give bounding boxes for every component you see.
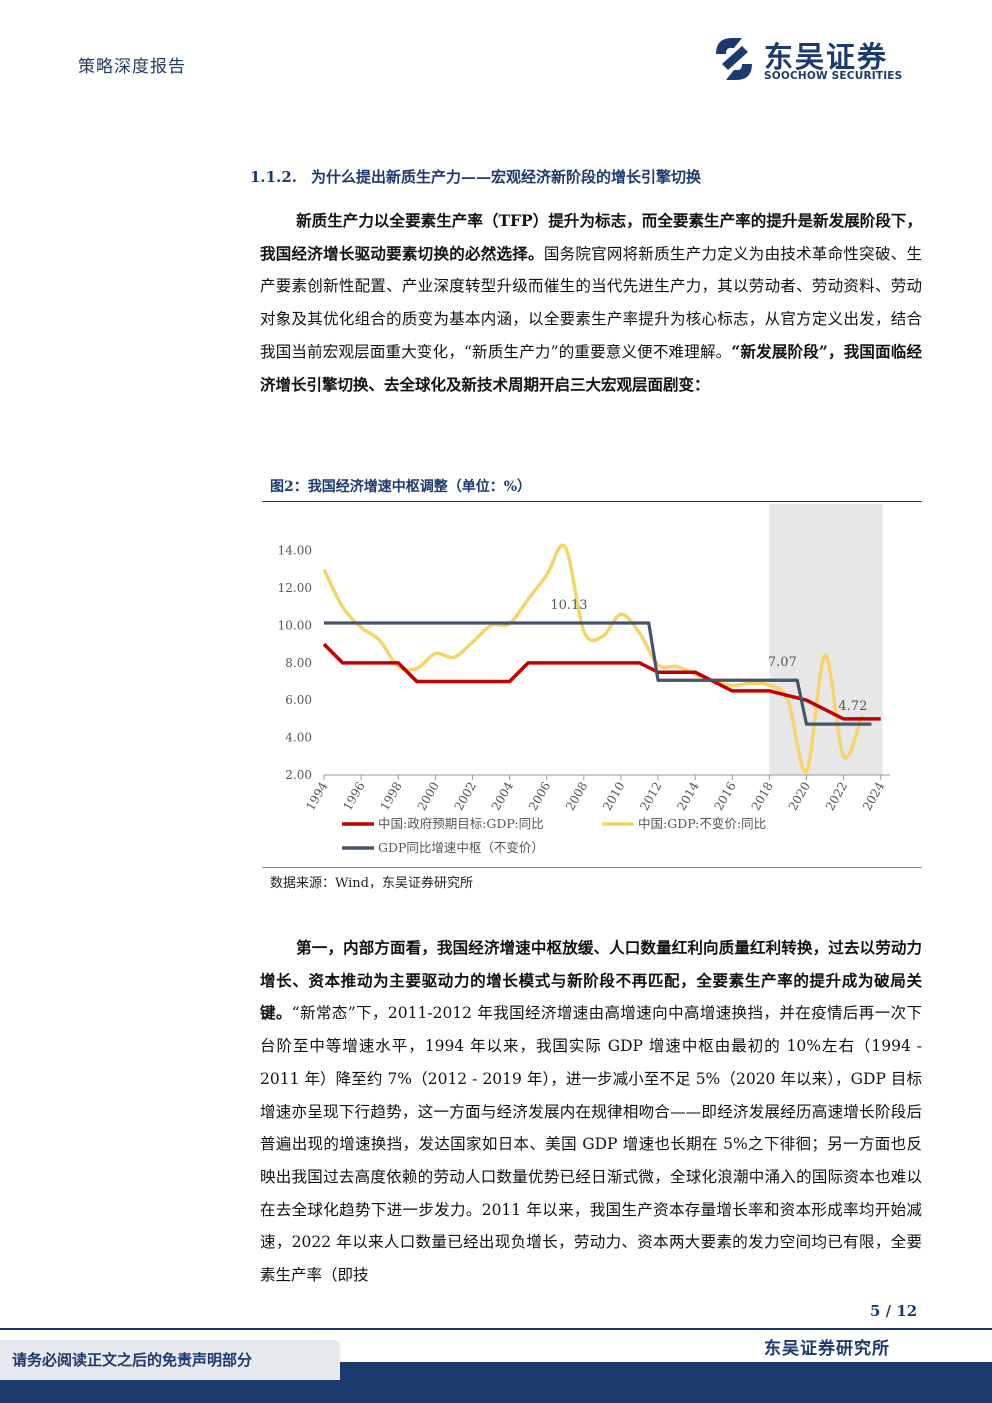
target-growth-line bbox=[322, 642, 881, 721]
x-tick-label: 2012 bbox=[637, 780, 664, 813]
legend-label: GDP同比增速中枢（不变价） bbox=[378, 840, 544, 855]
x-tick-label: 2006 bbox=[526, 780, 553, 813]
center-value-label: 4.72 bbox=[838, 699, 867, 714]
para2-body: “新常态”下，2011-2012 年我国经济增速由高增速向中高增速换挡，并在疫情… bbox=[260, 1004, 922, 1285]
x-axis: 1994 1996 1998 2000 2002 2004 2006 2008 2010 2012… bbox=[303, 775, 887, 813]
x-tick-label: 2002 bbox=[452, 780, 479, 813]
para1-bold-lead: 新质生产力以全要素生产率（TFP）提升为标志，而全要素生产率的提升是新发展阶段下… bbox=[260, 211, 922, 263]
figure-source: 数据来源：Wind，东吴证券研究所 bbox=[270, 876, 473, 891]
figure-top-rule bbox=[262, 501, 922, 502]
legend: 中国:政府预期目标:GDP:同比 中国:GDP:不变价:同比 GDP同比增速中枢（不… bbox=[342, 816, 766, 855]
legend-label: 中国:GDP:不变价:同比 bbox=[638, 816, 766, 831]
section-heading: 1.1.2. 为什么提出新质生产力——宏观经济新阶段的增长引擎切换 bbox=[250, 166, 701, 187]
footer-org: 东吴证券研究所 bbox=[764, 1339, 890, 1359]
x-tick-label: 1994 bbox=[303, 779, 331, 813]
footer-rule bbox=[0, 1328, 992, 1330]
y-tick-label: 8.00 bbox=[285, 656, 312, 670]
disclaimer-notice: 请务必阅读正文之后的免责声明部分 bbox=[0, 1340, 340, 1380]
report-type-label: 策略深度报告 bbox=[78, 57, 186, 77]
x-tick-label: 2014 bbox=[674, 779, 702, 813]
recent-period-shade bbox=[769, 504, 883, 775]
paragraph-1: 新质生产力以全要素生产率（TFP）提升为标志，而全要素生产率的提升是新发展阶段下… bbox=[260, 205, 922, 401]
x-tick-label: 2004 bbox=[489, 779, 517, 813]
y-tick-label: 14.00 bbox=[278, 544, 312, 558]
series-lines bbox=[322, 543, 881, 774]
figure-title: 图2：我国经济增速中枢调整（单位：%） bbox=[270, 479, 532, 495]
x-tick-label: 2022 bbox=[823, 780, 850, 813]
soochow-logo-icon bbox=[716, 38, 752, 80]
center-value-label: 10.13 bbox=[550, 598, 587, 613]
x-tick-label: 2018 bbox=[749, 780, 776, 813]
paragraph-2: 第一，内部方面看，我国经济增速中枢放缓、人口数量红利向质量红利转换，过去以劳动力… bbox=[260, 932, 922, 1292]
section-number: 1.1.2. bbox=[250, 168, 297, 186]
para1-bold-tail: “新发展阶段”，我国面临经济增长引擎切换、去全球化及新技术周期开启三大宏观层面剧… bbox=[260, 341, 922, 394]
growth-center-line bbox=[324, 621, 872, 726]
x-tick-label: 2020 bbox=[786, 780, 813, 813]
y-tick-label: 6.00 bbox=[285, 693, 312, 707]
page-number: 5 / 12 bbox=[870, 1302, 918, 1320]
y-tick-label: 10.00 bbox=[278, 618, 312, 632]
company-logo: 东吴证券 SOOCHOW SECURITIES bbox=[712, 34, 922, 86]
y-tick-label: 2.00 bbox=[285, 768, 312, 782]
center-value-label: 7.07 bbox=[768, 655, 797, 670]
para1-body: 国务院官网将新质生产力定义为由技术革命性突破、生产要素创新性配置、产业深度转型升… bbox=[260, 244, 922, 361]
x-tick-label: 2008 bbox=[563, 780, 590, 813]
x-tick-label: 2010 bbox=[600, 780, 627, 813]
gdp-growth-line bbox=[322, 543, 864, 774]
annotations: 10.13 7.07 4.72 bbox=[550, 598, 867, 714]
x-tick-label: 2000 bbox=[415, 780, 442, 813]
x-tick-label: 2016 bbox=[711, 780, 738, 813]
logo-name-en: SOOCHOW SECURITIES bbox=[764, 70, 903, 82]
legend-label: 中国:政府预期目标:GDP:同比 bbox=[378, 816, 544, 831]
para2-bold-lead: 第一，内部方面看，我国经济增速中枢放缓、人口数量红利向质量红利转换，过去以劳动力… bbox=[260, 938, 922, 1023]
x-tick-label: 2024 bbox=[860, 779, 888, 813]
figure-bottom-rule bbox=[262, 867, 922, 868]
logo-name-cn: 东吴证券 bbox=[764, 40, 889, 74]
y-tick-label: 12.00 bbox=[278, 581, 312, 595]
section-title-text: 为什么提出新质生产力——宏观经济新阶段的增长引擎切换 bbox=[310, 168, 701, 186]
y-tick-label: 4.00 bbox=[285, 731, 312, 745]
growth-center-chart: 2.00 4.00 6.00 8.00 10.00 12.00 14.00 1994 1996… bbox=[278, 504, 890, 855]
y-axis: 2.00 4.00 6.00 8.00 10.00 12.00 14.00 bbox=[278, 544, 312, 782]
x-tick-label: 1996 bbox=[340, 780, 367, 813]
x-tick-label: 1998 bbox=[377, 780, 404, 813]
